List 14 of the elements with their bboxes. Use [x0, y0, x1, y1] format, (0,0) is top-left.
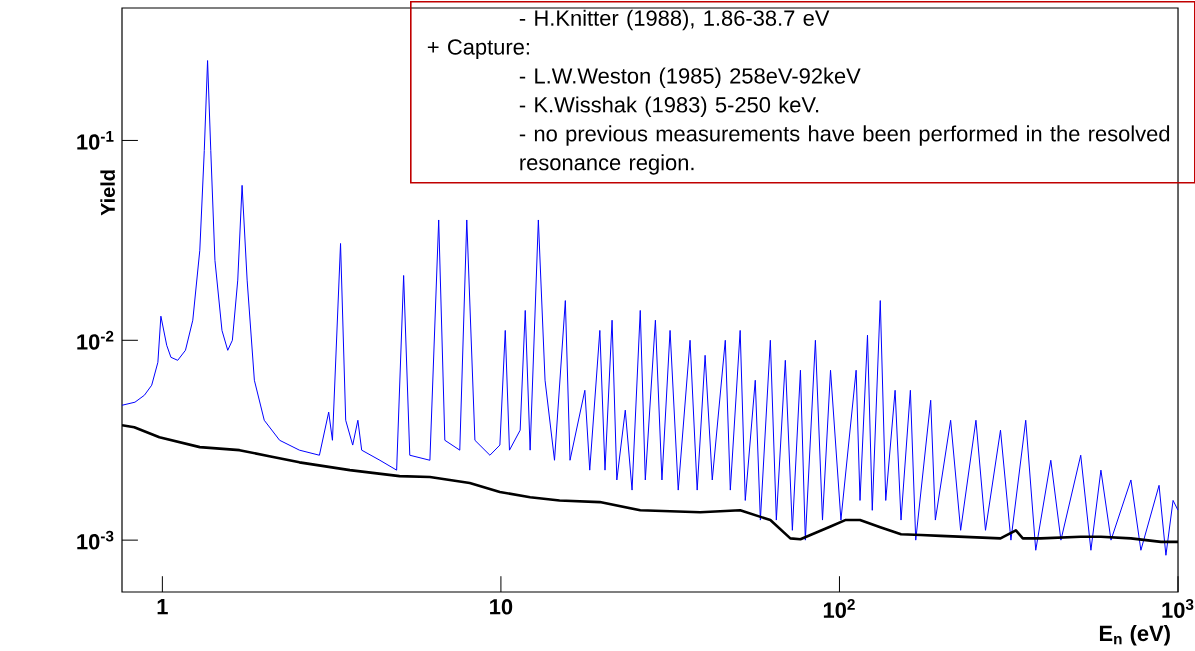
x-tick-label: 10$^{3}$: [1162, 599, 1194, 618]
x-tick-label: 10: [490, 599, 513, 615]
annotation: - K.Wisshak (1983) 5-250 keV.: [519, 96, 819, 117]
annotation: + Capture:: [427, 39, 529, 60]
x-tick-label: 1: [157, 599, 168, 615]
y-axis-title: Yield: [100, 170, 115, 216]
annotation: - H.Knitter (1988), 1.86-38.7 eV: [519, 9, 830, 31]
y-tick-label: 10$^{-2}$: [77, 330, 114, 350]
y-tick-label: 10$^{-1}$: [77, 131, 114, 150]
y-tick-label: 10$^{-3}$: [77, 530, 114, 550]
x-tick-label: 10$^{2}$: [823, 599, 855, 618]
annotation: - no previous measurements have been performed in the resolved resonance region.: [519, 125, 1170, 175]
annotation: - L.W.Weston (1985) 258eV-92keV: [519, 67, 861, 88]
x-axis-title: E$_{n}$ (eV): [1099, 625, 1170, 646]
